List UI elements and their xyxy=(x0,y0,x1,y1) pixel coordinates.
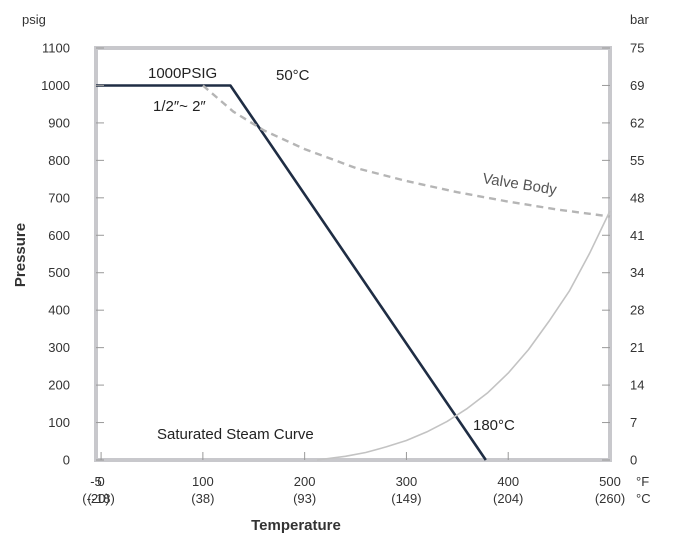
x-tick-label-f: 400 xyxy=(497,474,519,489)
y-unit-left: psig xyxy=(22,12,46,27)
x-tick-label-f: 0 xyxy=(97,474,104,489)
x-tick-label-f: 500 xyxy=(599,474,621,489)
x-tick-label-c: (-20) xyxy=(82,491,109,506)
y-tick-label-left: 400 xyxy=(48,303,70,318)
series-rating xyxy=(96,84,487,461)
series-saturated-steam xyxy=(316,210,611,461)
y-tick-label-right: 75 xyxy=(630,41,644,56)
x-tick-label-f: 100 xyxy=(192,474,214,489)
y-tick-label-left: 300 xyxy=(48,340,70,355)
y-unit-right: bar xyxy=(630,12,649,27)
x-unit-top: °F xyxy=(636,474,649,489)
plot-frame xyxy=(94,46,612,462)
y-tick-label-right: 14 xyxy=(630,378,644,393)
y-axis-title: Pressure xyxy=(12,223,29,287)
annotation-1000psig: 1000PSIG xyxy=(148,65,217,82)
y-tick-label-right: 7 xyxy=(630,415,637,430)
x-axis-title: Temperature xyxy=(251,517,341,534)
x-tick-label-c: (260) xyxy=(595,491,625,506)
y-tick-label-right: 0 xyxy=(630,453,637,468)
y-tick-label-right: 41 xyxy=(630,228,644,243)
x-tick-label-c: (149) xyxy=(391,491,421,506)
y-tick-label-left: 900 xyxy=(48,115,70,130)
y-tick-label-left: 1100 xyxy=(42,41,70,56)
y-tick-label-right: 34 xyxy=(630,265,644,280)
y-tick-label-right: 48 xyxy=(630,190,644,205)
x-tick-label-c: (-18) xyxy=(87,491,114,506)
x-tick-label-f: 200 xyxy=(294,474,316,489)
y-tick-label-left: 800 xyxy=(48,153,70,168)
x-tick-label-f: 300 xyxy=(396,474,418,489)
annotation-size-range: 1/2″~ 2″ xyxy=(153,98,206,115)
y-tick-label-left: 200 xyxy=(48,378,70,393)
y-tick-label-left: 0 xyxy=(63,453,70,468)
y-tick-label-left: 500 xyxy=(48,265,70,280)
y-tick-label-right: 55 xyxy=(630,153,644,168)
y-tick-label-left: 100 xyxy=(48,415,70,430)
annotation-valve-body: Valve Body xyxy=(481,170,558,199)
x-tick-label-f: -5 xyxy=(90,474,102,489)
y-tick-label-right: 69 xyxy=(630,78,644,93)
y-tick-label-right: 21 xyxy=(630,340,644,355)
annotation-saturated-steam: Saturated Steam Curve xyxy=(157,426,314,443)
y-tick-label-left: 600 xyxy=(48,228,70,243)
y-tick-label-right: 62 xyxy=(630,115,644,130)
y-tick-label-left: 700 xyxy=(48,190,70,205)
x-tick-label-c: (93) xyxy=(293,491,316,506)
annotation-180c: 180°C xyxy=(473,417,515,434)
x-unit-bottom: °C xyxy=(636,491,651,506)
x-tick-label-c: (38) xyxy=(191,491,214,506)
annotation-50c: 50°C xyxy=(276,67,310,84)
x-tick-label-c: (204) xyxy=(493,491,523,506)
y-tick-label-left: 1000 xyxy=(41,78,70,93)
y-tick-label-right: 28 xyxy=(630,303,644,318)
